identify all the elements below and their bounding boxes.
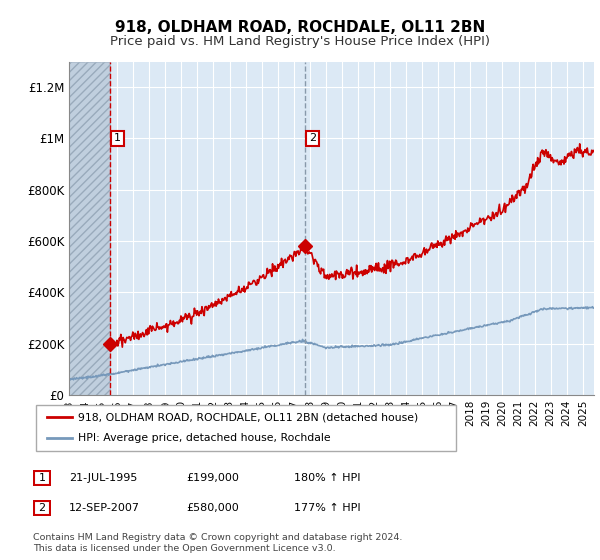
Text: 2: 2 (38, 503, 46, 513)
FancyBboxPatch shape (36, 405, 456, 451)
Bar (69, 62, 110, 395)
Text: Price paid vs. HM Land Registry's House Price Index (HPI): Price paid vs. HM Land Registry's House … (110, 35, 490, 48)
FancyBboxPatch shape (34, 470, 50, 485)
Text: 918, OLDHAM ROAD, ROCHDALE, OL11 2BN: 918, OLDHAM ROAD, ROCHDALE, OL11 2BN (115, 20, 485, 35)
Text: Contains HM Land Registry data © Crown copyright and database right 2024.
This d: Contains HM Land Registry data © Crown c… (33, 533, 403, 553)
Text: 177% ↑ HPI: 177% ↑ HPI (294, 503, 361, 513)
FancyBboxPatch shape (34, 501, 50, 515)
Text: 1: 1 (114, 133, 121, 143)
Text: 21-JUL-1995: 21-JUL-1995 (69, 473, 137, 483)
Text: £580,000: £580,000 (186, 503, 239, 513)
Text: HPI: Average price, detached house, Rochdale: HPI: Average price, detached house, Roch… (78, 433, 331, 444)
Text: 918, OLDHAM ROAD, ROCHDALE, OL11 2BN (detached house): 918, OLDHAM ROAD, ROCHDALE, OL11 2BN (de… (78, 412, 418, 422)
Text: 12-SEP-2007: 12-SEP-2007 (69, 503, 140, 513)
Text: 1: 1 (38, 473, 46, 483)
Text: 2: 2 (309, 133, 316, 143)
Text: £199,000: £199,000 (186, 473, 239, 483)
Text: 180% ↑ HPI: 180% ↑ HPI (294, 473, 361, 483)
